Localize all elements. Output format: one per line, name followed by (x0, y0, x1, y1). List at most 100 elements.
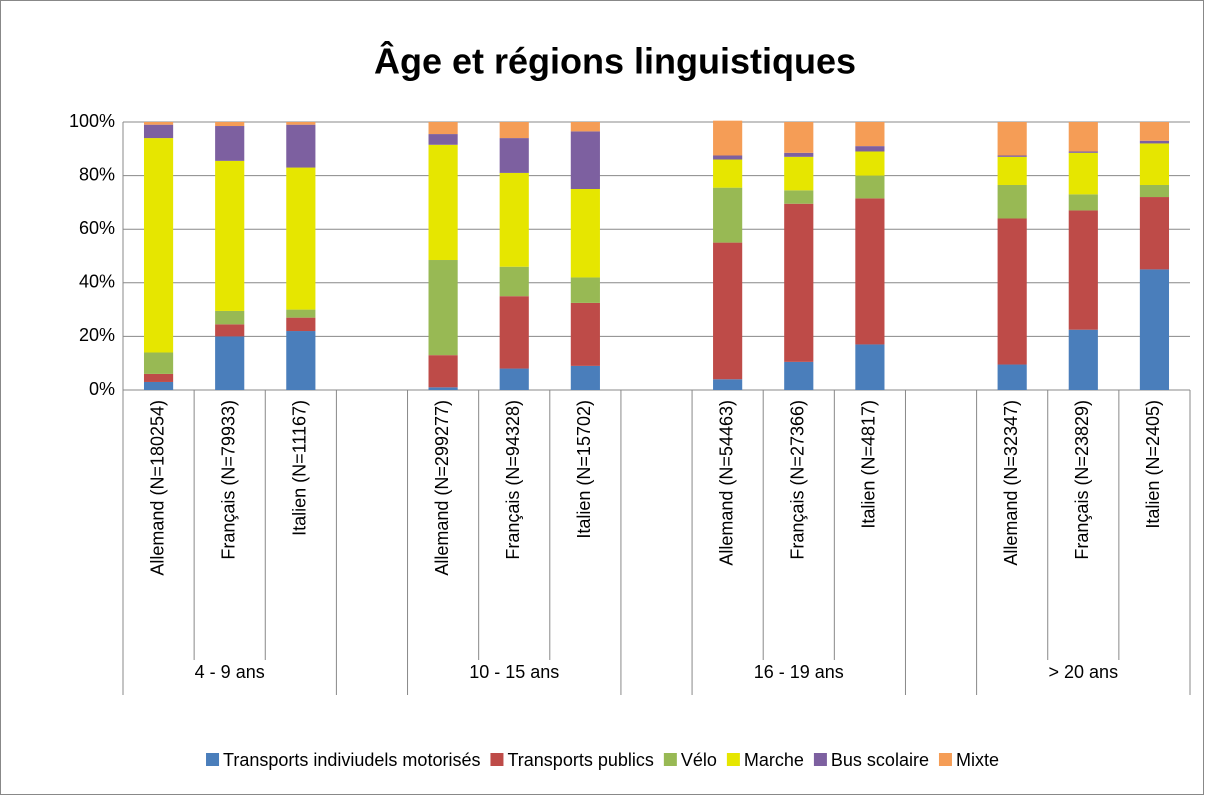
bar-segment (428, 122, 458, 135)
group-label: 16 - 19 ans (754, 662, 844, 682)
bar-segment (499, 266, 529, 297)
bar-segment (428, 355, 458, 388)
bar-segment (570, 131, 600, 189)
x-tick-label: Allemand (N=180254) (147, 400, 167, 576)
bar-segment (286, 317, 316, 332)
bar-segment (215, 160, 245, 311)
legend-label: Marche (744, 750, 804, 770)
bar-segment (499, 296, 529, 369)
x-tick-label: Italien (N=15702) (574, 400, 594, 539)
bar-segment (997, 155, 1027, 157)
bar-segment (784, 152, 814, 157)
x-tick-label: Français (N=23829) (1072, 400, 1092, 560)
bar-segment (784, 190, 814, 204)
group-label: 4 - 9 ans (195, 662, 265, 682)
bar-segment (1139, 140, 1170, 144)
legend-label: Mixte (956, 750, 999, 770)
x-tick-label: Italien (N=4817) (859, 400, 879, 529)
bar-segment (1139, 184, 1170, 198)
bar-segment (143, 122, 174, 125)
bar-segment (855, 151, 885, 176)
bar-segment (143, 124, 174, 139)
y-tick-label: 80% (79, 164, 115, 184)
bar-segment (428, 387, 458, 390)
bar-segment (143, 373, 174, 382)
bar-segment (570, 277, 600, 303)
bar-segment (997, 218, 1027, 365)
bar-segment (784, 156, 814, 191)
bar-segment (1068, 210, 1098, 330)
bar-segment (1139, 122, 1170, 141)
bar-segment (713, 187, 743, 243)
bar-segment (499, 122, 529, 139)
bar-segment (215, 126, 245, 161)
bar-segment (997, 122, 1027, 156)
bar-segment (570, 365, 600, 390)
legend-swatch (938, 753, 952, 766)
bar-segment (143, 138, 174, 353)
x-tick-label: Français (N=27366) (788, 400, 808, 560)
bar-segment (215, 336, 245, 390)
bar-segment (570, 122, 600, 132)
bar-segment (143, 381, 174, 390)
bar-segment (713, 379, 743, 390)
bar-segment (1068, 122, 1098, 152)
bar-segment (997, 156, 1027, 185)
bar-segment (215, 324, 245, 337)
bar-segment (215, 310, 245, 325)
group-label: 10 - 15 ans (469, 662, 559, 682)
bar-segment (855, 146, 885, 152)
y-tick-label: 0% (89, 379, 115, 399)
bar-segment (286, 124, 316, 168)
group-label: > 20 ans (1049, 662, 1119, 682)
bar-segment (713, 159, 743, 188)
x-tick-label: Allemand (N=299277) (432, 400, 452, 576)
legend-label: Vélo (681, 750, 717, 770)
bar-segment (570, 302, 600, 366)
legend-swatch (490, 753, 504, 766)
bar-segment (997, 184, 1027, 219)
bar-segment (428, 260, 458, 356)
bar-segment (1068, 194, 1098, 211)
bar-segment (713, 155, 743, 160)
x-tick-label: Italien (N=2405) (1143, 400, 1163, 529)
y-tick-label: 60% (79, 218, 115, 238)
bar-segment (428, 144, 458, 261)
bar-segment (997, 364, 1027, 390)
bar-segment (286, 331, 316, 390)
bar-segment (713, 242, 743, 380)
bar-segment (1068, 151, 1098, 153)
legend-swatch (726, 753, 740, 766)
bar-segment (855, 122, 885, 147)
y-tick-label: 20% (79, 325, 115, 345)
legend-label: Transports indiviudels motorisés (223, 750, 480, 770)
bar-segment (1068, 329, 1098, 390)
bar-segment (784, 361, 814, 390)
bar-segment (855, 198, 885, 345)
bar-segment (713, 120, 743, 156)
x-tick-label: Allemand (N=54463) (716, 400, 736, 566)
bar-segment (1139, 143, 1170, 185)
x-tick-label: Allemand (N=32347) (1001, 400, 1021, 566)
bar-segment (1139, 197, 1170, 270)
bar-segment (784, 122, 814, 153)
bar-segment (286, 309, 316, 318)
bar-segment (215, 122, 245, 127)
legend-label: Bus scolaire (831, 750, 929, 770)
legend-swatch (813, 753, 827, 766)
bar-segment (1068, 152, 1098, 195)
x-tick-label: Français (N=79933) (218, 400, 238, 560)
y-tick-label: 100% (69, 111, 115, 131)
bar-segment (855, 344, 885, 390)
x-tick-label: Italien (N=11167) (290, 400, 310, 536)
chart-title: Âge et régions linguistiques (374, 40, 856, 82)
bar-segment (286, 167, 316, 310)
legend-swatch (663, 753, 677, 766)
bar-segment (428, 134, 458, 145)
bar-segment (499, 172, 529, 267)
legend: Transports indiviudels motorisés Transpor… (206, 750, 999, 770)
bar-segment (143, 352, 174, 374)
legend-swatch (206, 753, 220, 766)
y-tick-label: 40% (79, 272, 115, 292)
